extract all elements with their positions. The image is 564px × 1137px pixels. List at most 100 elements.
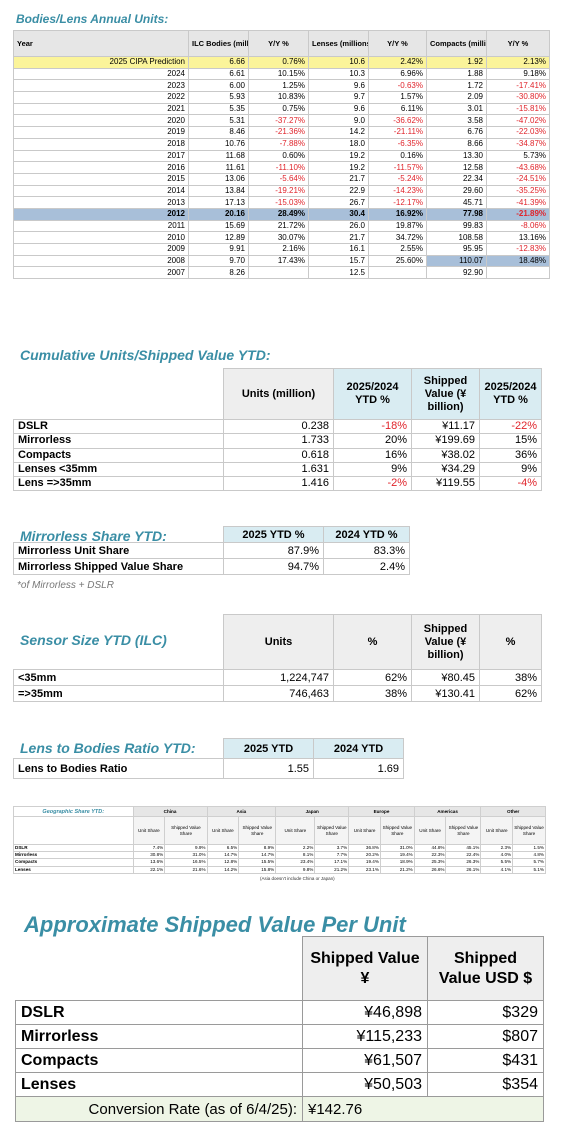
year-cell: 2019 bbox=[13, 126, 189, 139]
annual-value-cell: -12.17% bbox=[368, 196, 427, 209]
annual-value-cell: -47.02% bbox=[486, 114, 550, 128]
geo-region-header: Americas bbox=[413, 806, 482, 817]
table-row: Compacts 0.618 16% ¥38.02 36% bbox=[13, 447, 542, 463]
cumulative-value-cell: ¥34.29 bbox=[411, 461, 480, 478]
blank-cell bbox=[14, 739, 224, 759]
geo-value-cell: 9.9% bbox=[164, 843, 208, 853]
table-row: Compacts 13.6% 16.5% 12.8% 15.5% 23.4% 17.1% 19… bbox=[13, 858, 546, 867]
year-cell: 2013 bbox=[13, 196, 189, 209]
cumulative-value-cell: ¥199.69 bbox=[411, 433, 480, 449]
annual-value-cell: 2.09 bbox=[426, 91, 487, 104]
annual-value-cell: 15.7 bbox=[308, 254, 369, 268]
annual-value-cell: 92.90 bbox=[426, 266, 487, 280]
table-row: Mirrorless Unit Share 87.9% 83.3% bbox=[13, 542, 410, 559]
annual-value-cell: -11.57% bbox=[368, 161, 427, 174]
table-row: 2017 11.68 0.60% 19.2 0.16% 13.30 5.73% bbox=[13, 149, 550, 163]
geo-subheader: Unit Share bbox=[275, 816, 316, 845]
annual-value-cell: 21.72% bbox=[248, 219, 309, 233]
annual-value-cell: 15.69 bbox=[188, 219, 249, 233]
annual-value-cell: 12.58 bbox=[426, 161, 487, 174]
annual-value-cell: 12.5 bbox=[308, 266, 369, 280]
table-row: Lens =>35mm 1.416 -2% ¥119.55 -4% bbox=[13, 476, 542, 492]
geo-value-cell: 31.0% bbox=[164, 851, 208, 860]
cumulative-table: Units (million) 2025/2024 YTD % Shipped Va… bbox=[13, 368, 542, 492]
geo-value-cell: 6.5% bbox=[206, 843, 240, 853]
geo-value-cell: 8.1% bbox=[275, 851, 316, 860]
table-row: 2007 8.26 12.5 92.90 bbox=[13, 266, 550, 280]
annual-value-cell: 0.76% bbox=[248, 56, 309, 69]
cumulative-value-cell: ¥119.55 bbox=[411, 476, 480, 492]
annual-value-cell: -7.88% bbox=[248, 137, 309, 151]
year-cell: 2009 bbox=[13, 243, 189, 256]
cumulative-value-cell: 1.733 bbox=[223, 433, 334, 449]
annual-value-cell: 11.61 bbox=[188, 161, 249, 174]
share-value-cell: 87.9% bbox=[223, 542, 324, 559]
geo-value-cell: 45.1% bbox=[445, 843, 482, 853]
annual-value-cell: 5.31 bbox=[188, 114, 249, 128]
geo-value-cell: 8.9% bbox=[238, 843, 277, 853]
year-cell: 2014 bbox=[13, 184, 189, 198]
year-cell: 2017 bbox=[13, 149, 189, 163]
geo-value-cell: 7.4% bbox=[132, 843, 166, 853]
cumulative-value-cell: 15% bbox=[479, 433, 542, 449]
annual-value-cell: 77.98 bbox=[426, 207, 487, 221]
annual-value-cell: 13.16% bbox=[486, 231, 550, 244]
geo-value-cell: 22.4% bbox=[445, 851, 482, 860]
annual-value-cell: -15.03% bbox=[248, 196, 309, 209]
table-row: 2013 17.13 -15.03% 26.7 -12.17% 45.71 -41.39% bbox=[13, 196, 550, 209]
annual-value-cell: -5.64% bbox=[248, 172, 309, 186]
annual-value-cell: 16.1 bbox=[308, 243, 369, 256]
geo-value-cell: 23.1% bbox=[348, 865, 381, 874]
year-cell: 2015 bbox=[13, 172, 189, 186]
annual-value-cell: -0.63% bbox=[368, 79, 427, 93]
annual-value-cell: 45.71 bbox=[426, 196, 487, 209]
approx-value-cell: ¥115,233 bbox=[302, 1024, 428, 1049]
year-cell: 2008 bbox=[13, 254, 189, 268]
annual-value-cell: 6.61 bbox=[188, 67, 249, 81]
approx-value-table: Shipped Value ¥ Shipped Value USD $ DSLR ¥4… bbox=[15, 936, 544, 1122]
annual-value-cell: 9.6 bbox=[308, 79, 369, 93]
annual-title: Bodies/Lens Annual Units: bbox=[16, 12, 169, 26]
annual-value-cell: 28.49% bbox=[248, 207, 309, 221]
lens-ratio-table: 2025 YTD 2024 YTD Lens to Bodies Ratio 1.55… bbox=[13, 738, 404, 779]
geo-value-cell: 21.6% bbox=[164, 865, 208, 874]
row-label: Compacts bbox=[13, 858, 134, 867]
geo-value-cell: 14.7% bbox=[206, 851, 240, 860]
annual-header-cell: Year bbox=[13, 30, 189, 57]
row-label: Lens =>35mm bbox=[13, 476, 224, 492]
year-cell: 2022 bbox=[13, 91, 189, 104]
annual-value-cell: 10.15% bbox=[248, 67, 309, 81]
annual-value-cell: -17.41% bbox=[486, 79, 550, 93]
row-label: <35mm bbox=[13, 669, 224, 686]
annual-value-cell: 10.76 bbox=[188, 137, 249, 151]
annual-header-cell: Y/Y % bbox=[368, 30, 427, 57]
geo-subheader: Shipped Value Share bbox=[238, 816, 277, 845]
annual-value-cell: -21.11% bbox=[368, 126, 427, 139]
year-cell: 2018 bbox=[13, 137, 189, 151]
annual-value-cell: 17.43% bbox=[248, 254, 309, 268]
table-row: 2021 5.35 0.75% 9.6 6.11% 3.01 -15.81% bbox=[13, 102, 550, 116]
geo-value-cell: 3.7% bbox=[314, 843, 350, 853]
row-label: DSLR bbox=[13, 418, 224, 435]
annual-value-cell: 5.35 bbox=[188, 102, 249, 116]
annual-value-cell: 95.95 bbox=[426, 243, 487, 256]
annual-value-cell: 2.13% bbox=[486, 56, 550, 69]
blank-cell bbox=[14, 615, 224, 670]
annual-value-cell: 1.57% bbox=[368, 91, 427, 104]
lens-ratio-title: Lens to Bodies Ratio YTD: bbox=[20, 740, 196, 756]
annual-value-cell: 21.7 bbox=[308, 231, 369, 244]
geo-subheader: Shipped Value Share bbox=[314, 816, 350, 845]
annual-value-cell: 19.87% bbox=[368, 219, 427, 233]
annual-value-cell: 1.92 bbox=[426, 56, 487, 69]
annual-value-cell: -43.68% bbox=[486, 161, 550, 174]
table-row: 2015 13.06 -5.64% 21.7 -5.24% 22.34 -24.51% bbox=[13, 172, 550, 186]
ratio-value-cell: 1.69 bbox=[313, 758, 404, 779]
blank-cell bbox=[13, 816, 134, 845]
table-row: Compacts ¥61,507 $431 bbox=[15, 1048, 544, 1073]
sensor-value-cell: 1,224,747 bbox=[223, 669, 334, 686]
annual-value-cell: 9.70 bbox=[188, 254, 249, 268]
geo-value-cell: 12.8% bbox=[206, 858, 240, 867]
geo-value-cell: 19.4% bbox=[348, 858, 381, 867]
approx-header-cell: Shipped Value USD $ bbox=[427, 936, 544, 1001]
sensor-value-cell: 62% bbox=[333, 669, 412, 686]
